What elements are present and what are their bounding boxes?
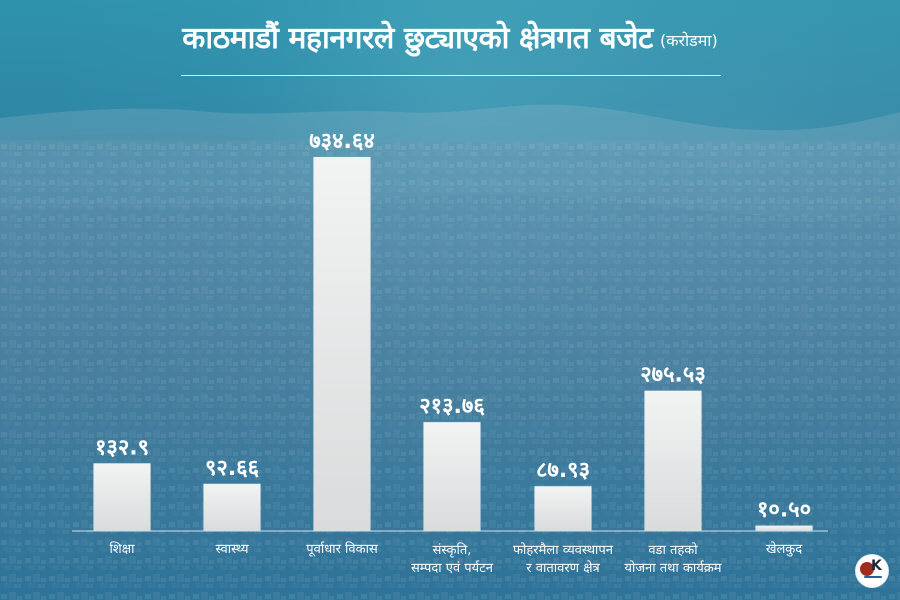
category-labels-layer: शिक्षा स्वास्थ्य पूर्वाधार विकास संस्कृति, स… — [110, 541, 804, 576]
brand-logo-k-mark: K — [871, 558, 882, 574]
chart-title-unit: (करोडमा) — [659, 31, 718, 50]
bar-6 — [644, 390, 702, 531]
category-label-line-3-1: पूर्वाधार विकास — [306, 541, 378, 557]
category-label-line-4-2: सम्पदा एवं पर्यटन — [411, 560, 494, 576]
category-label-line-5-1: फोहरमैला व्यवस्थापन — [513, 542, 614, 558]
category-label-5: फोहरमैला व्यवस्थापन र वातावरण क्षेत्र — [513, 542, 614, 576]
brand-logo: K — [856, 555, 888, 587]
category-label-line-7-1: खेलकुद — [766, 541, 803, 557]
value-label-5: ८७.९३ — [536, 458, 590, 483]
category-label-line-5-2: र वातावरण क्षेत्र — [526, 560, 600, 576]
category-label-line-2-1: स्वास्थ्य — [215, 542, 248, 557]
bar-2 — [203, 483, 261, 531]
bar-4 — [423, 422, 481, 531]
value-label-3: ७३४.६४ — [309, 129, 375, 154]
bar-3 — [313, 157, 371, 531]
value-label-7: १०.५० — [757, 498, 811, 523]
chart-title-main: काठमाडौं महानगरले छुट्याएको क्षेत्रगत बज… — [182, 21, 653, 56]
value-label-6: २७५.५३ — [640, 363, 706, 388]
bar-7 — [755, 525, 813, 531]
category-label-line-4-1: संस्कृति, — [433, 542, 472, 558]
brand-logo-underline — [864, 576, 882, 578]
category-label-1: शिक्षा — [110, 541, 136, 557]
title-underline — [181, 75, 721, 76]
bar-5 — [534, 486, 592, 531]
category-label-line-1-1: शिक्षा — [110, 541, 136, 557]
brand-logo-o-mark — [860, 562, 874, 576]
value-labels-layer: १३२.९ ९२.६६ ७३४.६४ २१३.७६ ८७.९३ २७५.५३ १०.५० — [95, 129, 811, 523]
category-label-7: खेलकुद — [766, 541, 803, 557]
value-label-2: ९२.६६ — [205, 456, 260, 481]
value-label-4: २१३.७६ — [419, 394, 485, 419]
chart-title: काठमाडौं महानगरले छुट्याएको क्षेत्रगत बज… — [170, 24, 730, 54]
category-label-6: वडा तहको योजना तथा कार्यक्रम — [624, 542, 721, 576]
bar-1 — [93, 463, 151, 531]
value-label-1: १३२.९ — [95, 435, 149, 460]
bars-layer — [93, 157, 813, 531]
category-label-2: स्वास्थ्य — [215, 542, 248, 557]
category-label-4: संस्कृति, सम्पदा एवं पर्यटन — [411, 542, 494, 576]
category-label-3: पूर्वाधार विकास — [306, 541, 378, 557]
category-label-line-6-1: वडा तहको — [648, 542, 698, 558]
category-label-line-6-2: योजना तथा कार्यक्रम — [624, 560, 721, 576]
